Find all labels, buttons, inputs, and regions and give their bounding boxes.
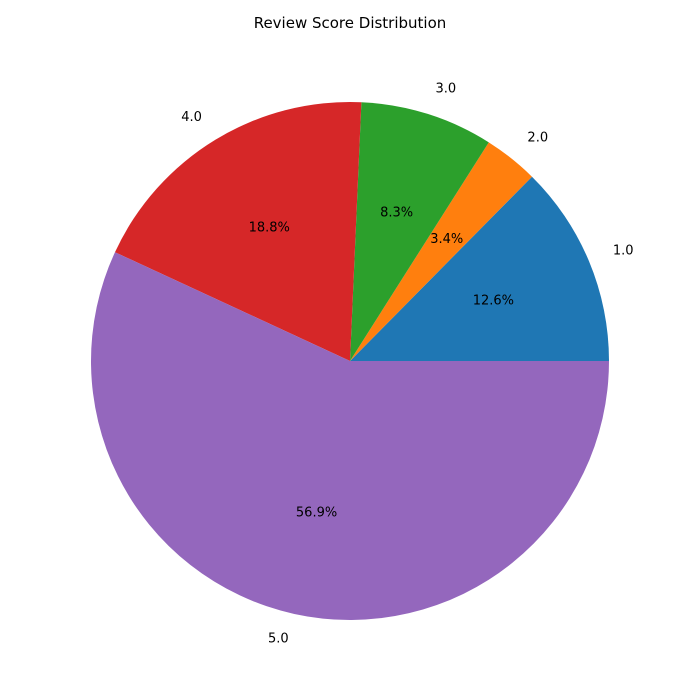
pie-slice-3-0 [350,102,489,361]
pie-slice-1-0 [350,176,609,361]
slice-category-label: 4.0 [181,110,202,125]
slice-category-label: 1.0 [613,244,634,259]
slice-percent-label: 12.6% [473,294,514,309]
chart-title: Review Score Distribution [254,14,447,32]
slice-percent-label: 18.8% [249,221,290,236]
pie-slice-5-0 [90,252,609,621]
slice-percent-label: 8.3% [380,205,413,220]
pie-labels: 1.0 12.6% 2.0 3.4% 3.0 8.3% 4.0 18.8% 5.0 56.9% [181,82,633,647]
pie-slice-2-0 [350,142,532,361]
slice-category-label: 3.0 [435,82,456,97]
slice-category-label: 5.0 [268,632,289,647]
slice-percent-label: 56.9% [296,505,337,520]
slice-percent-label: 3.4% [430,232,463,247]
pie-slices [90,102,609,621]
pie-slice-4-0 [114,102,362,361]
slice-category-label: 2.0 [527,131,548,146]
